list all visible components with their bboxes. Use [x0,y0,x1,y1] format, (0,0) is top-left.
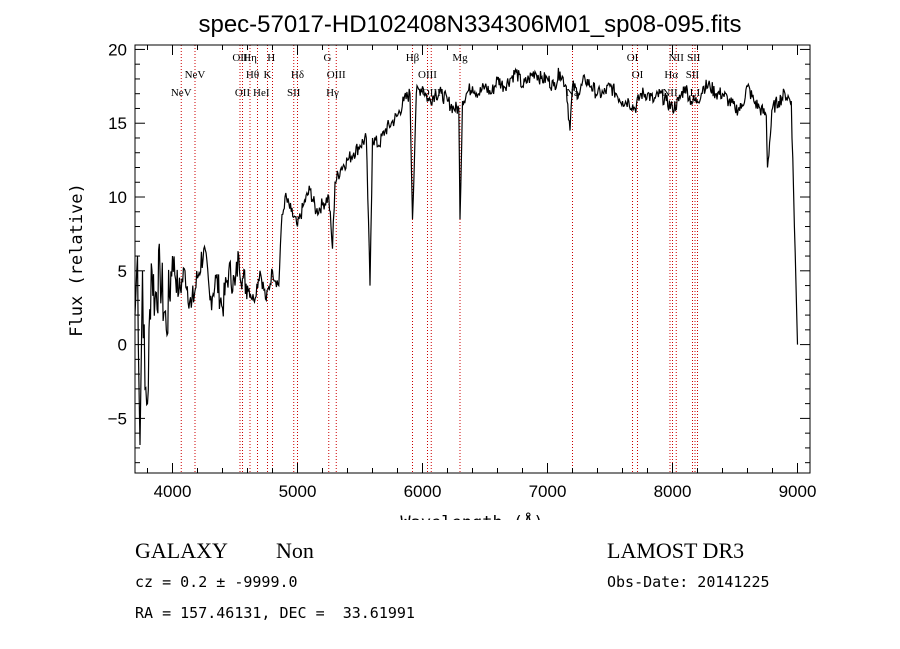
chart-title: spec-57017-HD102408N334306M01_sp08-095.f… [198,11,741,38]
spectral-line-label: HeI [253,87,270,99]
spectrum-chart: spec-57017-HD102408N334306M01_sp08-095.f… [67,11,817,520]
spectral-line-label: OI [627,52,639,64]
spectral-line-label: NeV [171,87,192,99]
spectral-line-label: K [264,69,272,81]
object-class: GALAXY [135,538,228,563]
spectral-line-label: Hθ [246,69,259,81]
x-axis-label: Wavelength (Å) [400,511,543,520]
plot-frame [134,44,811,474]
coordinates: RA = 157.46131, DEC = 33.61991 [135,604,415,622]
x-tick-label: 6000 [404,482,442,501]
object-subclass: Non [276,538,314,563]
x-tick-label: 9000 [779,482,817,501]
survey-name: LAMOST DR3 [607,538,745,563]
spectral-line-label: SII [686,69,700,81]
spectral-line-label: Hη [243,52,257,64]
spectral-line-label: Mg [452,52,468,64]
spectral-line-label: G [324,52,332,64]
y-axis-label: Flux (relative) [67,183,87,337]
spectral-line-label: OI [632,69,644,81]
y-axis: −5 0 5 10 15 20 [108,40,810,464]
line-markers [180,45,698,473]
spectral-line-label: LI [690,87,701,99]
cz-value: cz = 0.2 ± -9999.0 [135,573,298,591]
spectral-line-label: Hγ [326,87,339,99]
spectral-line-label: Hδ [291,69,304,81]
spectral-line-label: NII [669,52,685,64]
spectral-line-label: H [267,52,275,64]
y-tick-label: 20 [108,40,127,59]
x-tick-label: 4000 [154,482,192,501]
spectral-line-label: Hα [664,69,678,81]
x-tick-label: 8000 [654,482,692,501]
x-tick-label: 5000 [279,482,317,501]
spectral-line-label: OII [232,52,248,64]
spectral-line-label: Hβ [406,52,420,64]
obs-date: Obs-Date: 20141225 [607,573,770,591]
spectral-line-label: SII [287,87,301,99]
spectral-line-label: NeV [185,69,206,81]
x-axis: 4000 5000 6000 7000 8000 9000 [147,45,817,501]
spectrum-series [134,67,799,446]
x-tick-label: 7000 [529,482,567,501]
y-tick-label: 0 [118,336,127,355]
spectral-line-label: OII [235,87,251,99]
y-tick-label: 5 [118,262,127,281]
spectral-line-label: OIII [327,69,346,81]
spectral-line-label: SII [687,52,701,64]
y-tick-label: 10 [108,188,127,207]
y-tick-label: 15 [108,114,127,133]
spectral-line-label: OIII [418,69,437,81]
y-tick-label: −5 [108,409,127,428]
